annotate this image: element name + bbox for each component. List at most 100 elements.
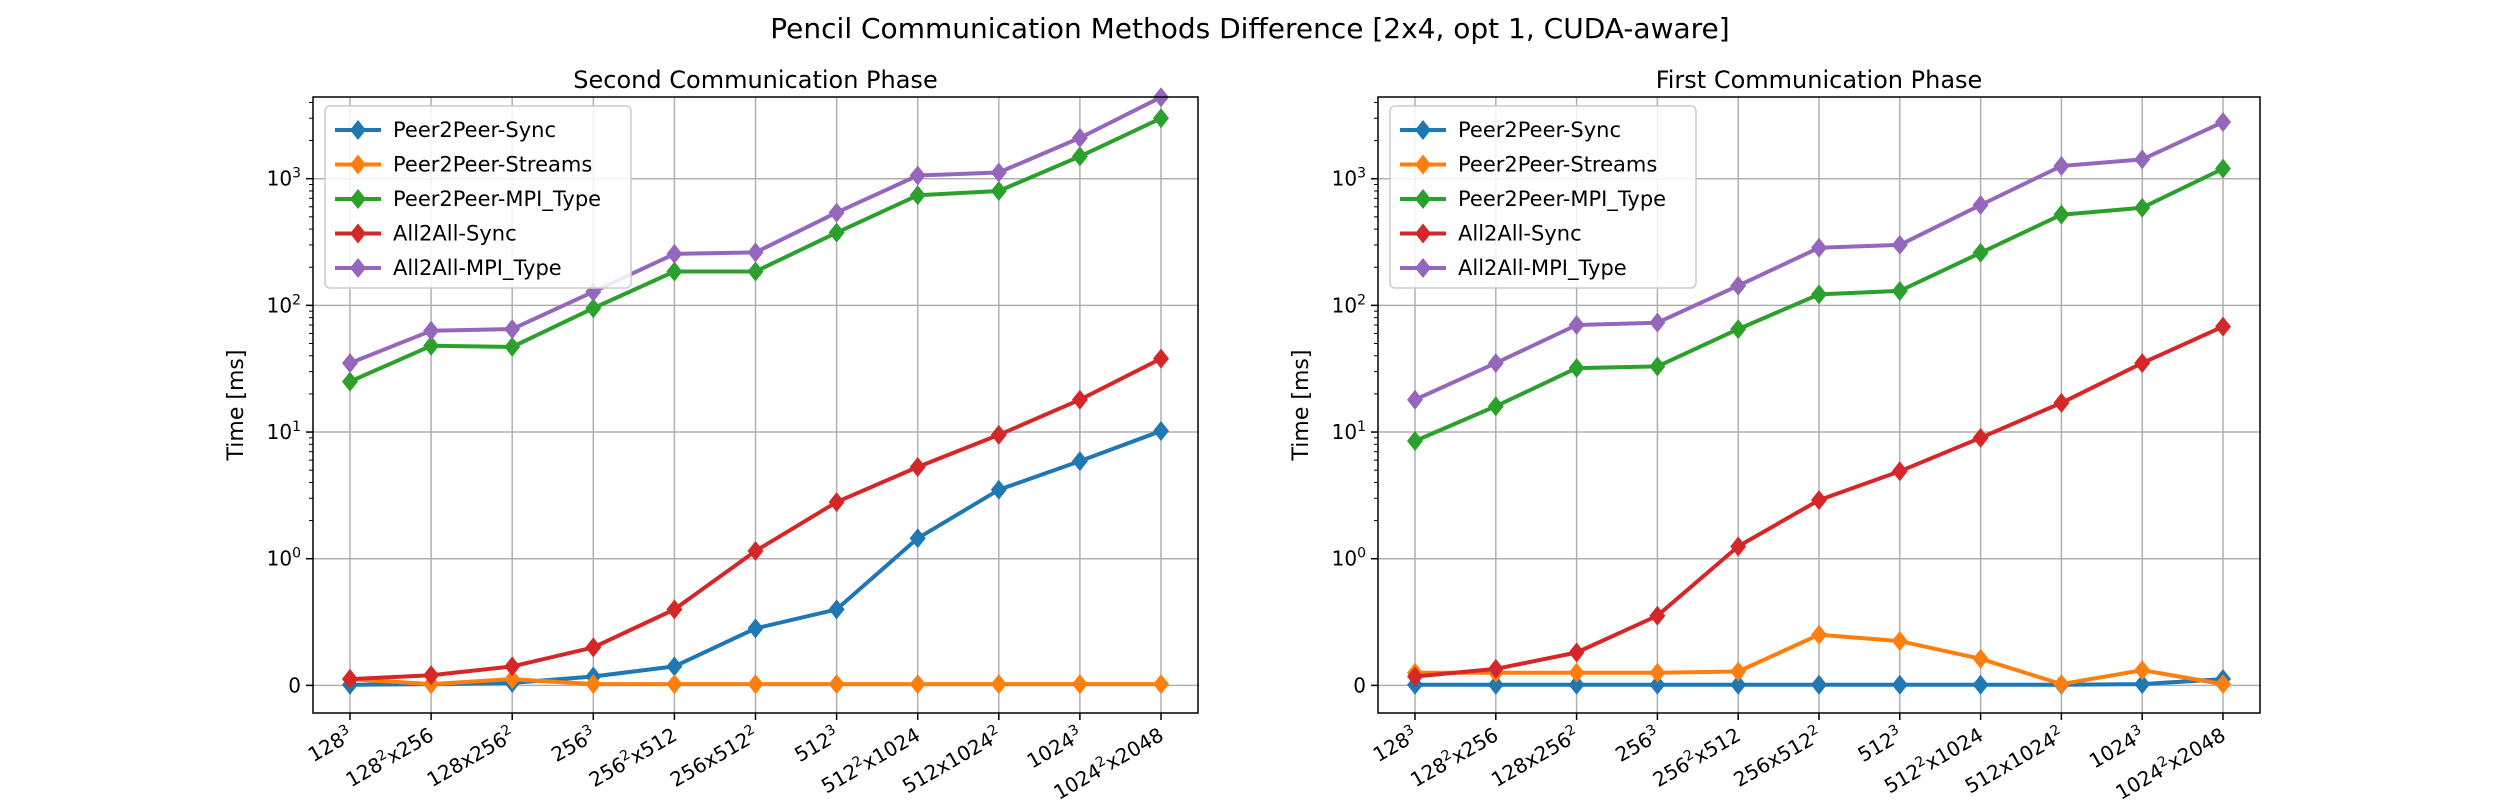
- y-tick-label: 103​: [267, 166, 301, 191]
- data-point-peer2peer-mpi-type: [2053, 204, 2070, 225]
- data-point-peer2peer-streams: [1649, 662, 1666, 683]
- chart-second-communication-phase: 0 100​ 101​ 102​ 103​ 1283​1282​x256128x2562​…: [224, 66, 1199, 804]
- data-point-peer2peer-streams: [2134, 660, 2151, 681]
- legend-label-peer2peer-streams: Peer2Peer-Streams: [1458, 153, 1657, 177]
- x-tick-label-128x256-2: 128x2562​: [1487, 722, 1584, 792]
- data-point-all2all-sync: [1972, 427, 1989, 448]
- y-tick-label: 102​: [267, 292, 301, 317]
- legend-marker-all2all-sync: [350, 223, 366, 244]
- x-tick-label-1024-3: 10243​: [1022, 722, 1086, 774]
- data-point-all2all-mpi-type: [2215, 112, 2231, 133]
- data-point-peer2peer-mpi-type: [1153, 108, 1169, 129]
- data-point-all2all-sync: [342, 669, 358, 690]
- data-point-all2all-mpi-type: [1649, 312, 1666, 333]
- data-point-peer2peer-streams: [2215, 674, 2231, 695]
- data-point-peer2peer-streams: [990, 674, 1007, 695]
- data-point-peer2peer-streams: [1071, 674, 1088, 695]
- data-point-all2all-sync: [1891, 461, 1908, 482]
- data-point-peer2peer-mpi-type: [666, 261, 683, 282]
- data-point-peer2peer-streams: [1811, 624, 1827, 645]
- legend-label-peer2peer-sync: Peer2Peer-Sync: [1458, 118, 1621, 142]
- legend-label-all2all-mpi-type: All2All-MPI_Type: [393, 256, 562, 281]
- data-point-peer2peer-sync: [747, 618, 764, 639]
- data-point-all2all-mpi-type: [1972, 195, 1989, 216]
- y-tick-label: 102​: [1332, 292, 1366, 317]
- legend-box: [324, 105, 632, 289]
- y-tick-label: 0: [288, 673, 301, 697]
- legend-box: [1389, 105, 1697, 289]
- data-point-peer2peer-streams: [2053, 674, 2070, 695]
- data-point-peer2peer-sync: [1891, 674, 1908, 695]
- data-point-peer2peer-mpi-type: [1891, 280, 1908, 301]
- data-point-all2all-sync: [1730, 536, 1747, 557]
- data-point-peer2peer-sync: [666, 656, 683, 677]
- data-point-peer2peer-streams: [1730, 661, 1747, 682]
- legend-marker-peer2peer-streams: [350, 154, 366, 175]
- data-point-peer2peer-sync: [1568, 674, 1585, 695]
- data-point-all2all-sync: [585, 637, 602, 658]
- data-point-peer2peer-sync: [909, 528, 926, 549]
- data-point-all2all-sync: [990, 424, 1007, 445]
- data-point-peer2peer-mpi-type: [1568, 358, 1585, 379]
- data-point-peer2peer-mpi-type: [1972, 242, 1989, 263]
- data-point-all2all-mpi-type: [1568, 314, 1585, 335]
- data-point-peer2peer-streams: [504, 669, 521, 690]
- x-tick-label-256-2x512: 2562​x512: [1648, 722, 1745, 792]
- data-point-all2all-mpi-type: [1071, 127, 1088, 148]
- legend-label-peer2peer-streams: Peer2Peer-Streams: [393, 153, 592, 177]
- legend-label-all2all-mpi-type: All2All-MPI_Type: [1458, 256, 1627, 281]
- x-tick-label-128-3: 1283​: [303, 722, 356, 767]
- data-point-peer2peer-mpi-type: [1407, 430, 1423, 451]
- data-point-all2all-mpi-type: [342, 353, 358, 374]
- chart-title: First Communication Phase: [1656, 66, 1983, 94]
- x-tick-label-256-3: 2563​: [1611, 722, 1664, 767]
- data-point-all2all-mpi-type: [828, 202, 845, 223]
- x-tick-label-512-3: 5123​: [790, 722, 843, 767]
- data-point-all2all-mpi-type: [666, 243, 683, 264]
- x-tick-label-256x512-2: 256x5122​: [665, 722, 762, 792]
- data-point-all2all-mpi-type: [1407, 389, 1423, 410]
- y-tick-label: 100​: [1332, 546, 1366, 571]
- legend-marker-peer2peer-mpi-type: [1415, 189, 1431, 209]
- x-tick-label-256-2x512: 2562​x512: [584, 722, 681, 792]
- data-point-all2all-mpi-type: [1811, 237, 1827, 258]
- x-tick-label-128-2x256: 1282​x256: [341, 722, 438, 792]
- data-point-peer2peer-sync: [1972, 674, 1989, 695]
- x-tick-label-1024-3: 10243​: [2084, 722, 2148, 774]
- legend-marker-peer2peer-sync: [350, 120, 366, 140]
- data-point-peer2peer-mpi-type: [1071, 146, 1088, 167]
- x-tick-label-256x512-2: 256x5122​: [1729, 722, 1826, 792]
- data-point-peer2peer-sync: [1153, 420, 1169, 441]
- data-point-peer2peer-streams: [1153, 674, 1169, 695]
- data-point-peer2peer-sync: [828, 599, 845, 620]
- axes-frame: [1377, 96, 2261, 714]
- axes-frame: [312, 96, 1199, 714]
- y-tick-label: 101​: [1332, 419, 1366, 444]
- legend-marker-peer2peer-mpi-type: [350, 189, 366, 209]
- x-tick-label-256-3: 2563​: [547, 722, 600, 767]
- data-point-all2all-sync: [1568, 642, 1585, 663]
- legend-marker-all2all-mpi-type: [1415, 258, 1431, 278]
- data-point-all2all-mpi-type: [747, 242, 764, 263]
- data-point-peer2peer-sync: [2134, 674, 2151, 695]
- data-point-all2all-mpi-type: [504, 319, 521, 340]
- y-axis-label: Time [ms]: [224, 350, 249, 462]
- data-point-peer2peer-mpi-type: [1730, 319, 1747, 340]
- chart-first-communication-phase: 0 100​ 101​ 102​ 103​ 1283​1282​x256128x2562​…: [1289, 66, 2261, 804]
- data-point-peer2peer-streams: [666, 674, 683, 695]
- data-point-all2all-sync: [666, 599, 683, 620]
- data-point-all2all-mpi-type: [1730, 275, 1747, 296]
- data-point-all2all-sync: [2134, 353, 2151, 374]
- legend-label-peer2peer-sync: Peer2Peer-Sync: [393, 118, 556, 142]
- data-point-all2all-sync: [1071, 389, 1088, 410]
- legend-marker-all2all-mpi-type: [350, 258, 366, 278]
- data-point-all2all-sync: [1649, 605, 1666, 626]
- data-point-peer2peer-sync: [1649, 674, 1666, 695]
- legend-marker-peer2peer-sync: [1415, 120, 1431, 140]
- y-axis-label: Time [ms]: [1289, 350, 1314, 462]
- data-point-peer2peer-streams: [828, 674, 845, 695]
- data-point-peer2peer-sync: [1487, 674, 1504, 695]
- legend-marker-all2all-sync: [1415, 223, 1431, 244]
- data-point-peer2peer-streams: [1568, 662, 1585, 683]
